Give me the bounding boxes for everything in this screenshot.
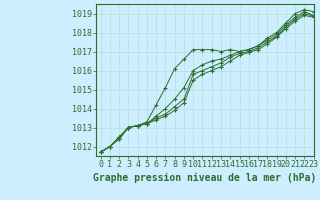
X-axis label: Graphe pression niveau de la mer (hPa): Graphe pression niveau de la mer (hPa): [93, 173, 316, 183]
